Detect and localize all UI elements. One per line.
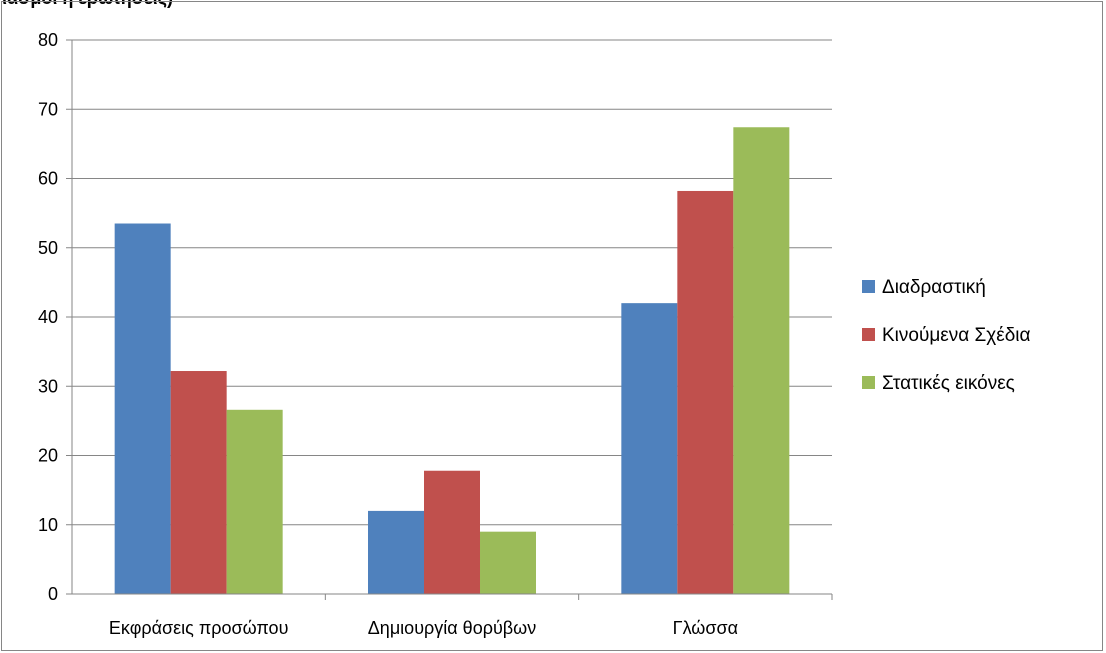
y-tick-label: 30 bbox=[38, 376, 58, 396]
legend-entry: Κινούμενα Σχέδια bbox=[882, 325, 1031, 346]
legend-swatch bbox=[862, 280, 875, 293]
bar bbox=[424, 470, 480, 594]
bar bbox=[621, 303, 678, 594]
y-tick-label: 0 bbox=[48, 584, 58, 604]
y-tick-label: 10 bbox=[38, 515, 58, 535]
bar bbox=[226, 409, 283, 594]
y-tick-label: 70 bbox=[38, 99, 58, 119]
cut-off-caption: ιασμοί ή ερωτήσεις) bbox=[2, 0, 173, 9]
y-tick-label: 20 bbox=[38, 446, 58, 466]
x-category-label: Δημιουργία θορύβων bbox=[368, 618, 536, 638]
legend-swatch bbox=[862, 328, 875, 341]
bar bbox=[733, 127, 790, 594]
y-axis-tick-labels: 0 10 20 30 40 50 60 70 80 bbox=[38, 30, 58, 604]
x-category-label: Εκφράσεις προσώπου bbox=[109, 618, 289, 638]
bar bbox=[368, 510, 424, 594]
x-category-label: Γλώσσα bbox=[673, 618, 738, 638]
bar bbox=[480, 531, 536, 594]
bar bbox=[677, 190, 734, 594]
legend: Διαδραστική Κινούμενα Σχέδια Στατικές εικό… bbox=[862, 277, 1031, 394]
bar bbox=[170, 371, 227, 594]
legend-entry: Στατικές εικόνες bbox=[882, 373, 1015, 394]
bar bbox=[114, 223, 171, 594]
x-axis-category-labels: Εκφράσεις προσώπου Δημιουργία θορύβων Γλώσ… bbox=[109, 618, 738, 638]
y-tick-label: 80 bbox=[38, 30, 58, 50]
axes bbox=[66, 39, 833, 600]
y-tick-label: 40 bbox=[38, 307, 58, 327]
legend-entry: Διαδραστική bbox=[882, 277, 986, 298]
y-tick-label: 60 bbox=[38, 169, 58, 189]
y-tick-label: 50 bbox=[38, 238, 58, 258]
bars bbox=[114, 127, 790, 594]
legend-swatch bbox=[862, 376, 875, 389]
